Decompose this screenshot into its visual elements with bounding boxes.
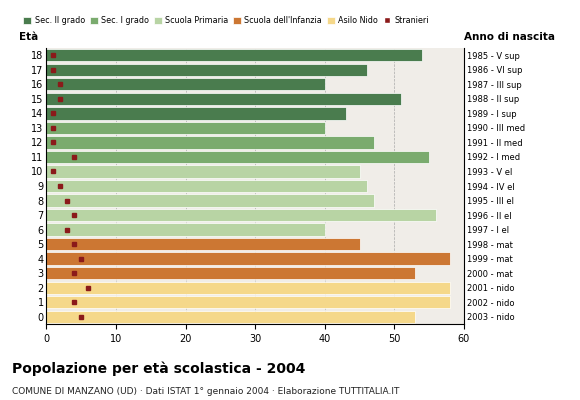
Bar [46, 107, 346, 120]
Text: COMUNE DI MANZANO (UD) · Dati ISTAT 1° gennaio 2004 · Elaborazione TUTTITALIA.IT: COMUNE DI MANZANO (UD) · Dati ISTAT 1° g… [12, 387, 399, 396]
Bar [46, 151, 429, 163]
Bar [46, 49, 422, 62]
Bar [46, 224, 325, 236]
Text: Età: Età [19, 32, 38, 42]
Text: Anno di nascita: Anno di nascita [464, 32, 555, 42]
Legend: Sec. II grado, Sec. I grado, Scuola Primaria, Scuola dell'Infanzia, Asilo Nido, : Sec. II grado, Sec. I grado, Scuola Prim… [23, 16, 429, 25]
Bar [46, 122, 325, 134]
Bar [46, 78, 325, 90]
Bar [46, 238, 360, 250]
Text: Popolazione per età scolastica - 2004: Popolazione per età scolastica - 2004 [12, 362, 305, 376]
Bar [46, 252, 450, 265]
Bar [46, 310, 415, 323]
Bar [46, 296, 450, 308]
Bar [46, 93, 401, 105]
Bar [46, 180, 367, 192]
Bar [46, 282, 450, 294]
Bar [46, 194, 374, 207]
Bar [46, 267, 415, 279]
Bar [46, 136, 374, 148]
Bar [46, 64, 367, 76]
Bar [46, 165, 360, 178]
Bar [46, 209, 436, 221]
